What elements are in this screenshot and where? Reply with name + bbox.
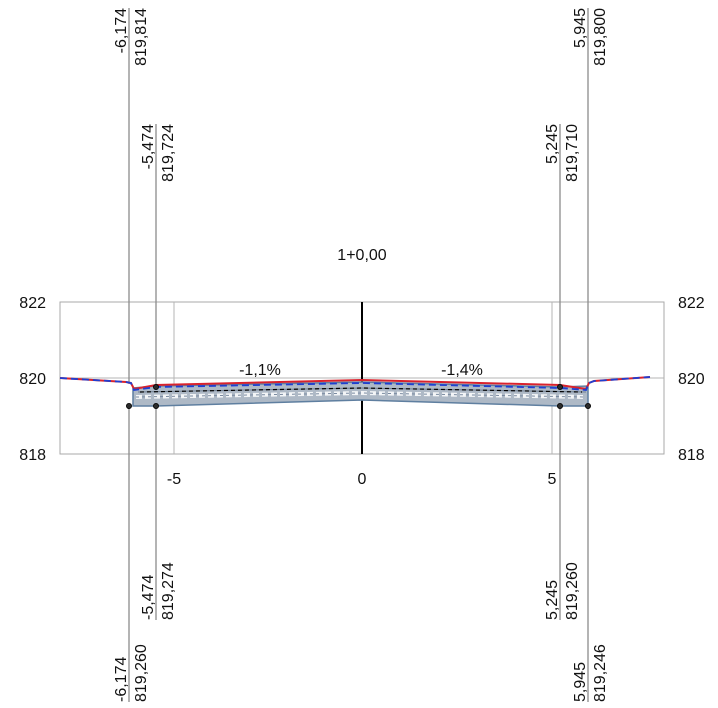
offset-tick: 0 — [358, 471, 367, 488]
vertex-point — [152, 383, 159, 390]
granular-layer-hatch — [135, 390, 587, 399]
elevation-tick-left: 822 — [19, 295, 46, 312]
top-offset-label: -5,474 — [140, 124, 157, 169]
top-offset-label: 5,245 — [544, 124, 561, 164]
top-elevation-label: 819,814 — [133, 8, 150, 66]
vertex-point — [585, 402, 592, 409]
vertex-point — [557, 402, 564, 409]
offset-tick: -5 — [167, 471, 181, 488]
vertex-points — [126, 383, 592, 409]
bottom-elevation-label: 819,274 — [160, 562, 177, 620]
bottom-elevation-label: 819,260 — [133, 644, 150, 702]
vertex-point — [126, 402, 133, 409]
design-surface-line — [59, 376, 651, 391]
callout-leaders — [128, 8, 589, 702]
top-elevation-label: 819,724 — [160, 124, 177, 182]
bottom-offset-label: -6,174 — [113, 657, 130, 702]
elevation-tick-right: 822 — [678, 295, 705, 312]
slope-label-right: -1,4% — [441, 362, 483, 379]
vertex-point — [152, 402, 159, 409]
slope-label-left: -1,1% — [239, 362, 281, 379]
elevation-tick-left: 818 — [19, 447, 46, 464]
offset-tick: 5 — [548, 471, 557, 488]
top-elevation-label: 819,710 — [564, 124, 581, 182]
bottom-elevation-label: 819,246 — [592, 644, 609, 702]
elevation-tick-right: 820 — [678, 371, 705, 388]
elevation-tick-right: 818 — [678, 447, 705, 464]
top-offset-label: 5,945 — [572, 8, 589, 48]
top-elevation-label: 819,800 — [592, 8, 609, 66]
bottom-offset-label: 5,945 — [572, 662, 589, 702]
vertex-point — [557, 383, 564, 390]
station-label: 1+0,00 — [337, 247, 386, 264]
bottom-offset-label: -5,474 — [140, 575, 157, 620]
elevation-tick-left: 820 — [19, 371, 46, 388]
bottom-offset-label: 5,245 — [544, 580, 561, 620]
top-offset-label: -6,174 — [113, 8, 130, 53]
bottom-elevation-label: 819,260 — [564, 562, 581, 620]
